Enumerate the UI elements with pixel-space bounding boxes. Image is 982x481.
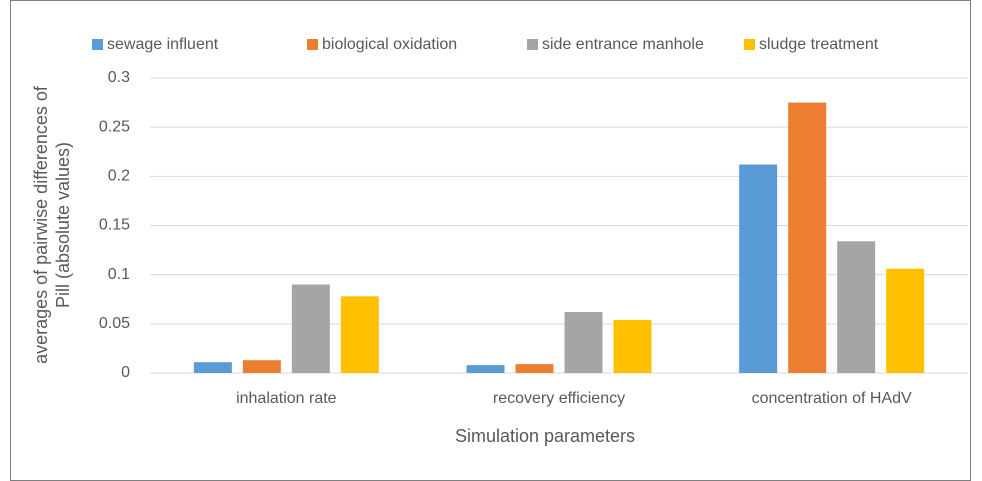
legend-swatch: [744, 39, 755, 50]
bar: [886, 268, 925, 373]
x-tick-label: concentration of HAdV: [752, 390, 912, 407]
y-tick-label: 0.1: [108, 266, 130, 283]
legend-label: sludge treatment: [759, 36, 879, 53]
y-tick-label: 0.2: [108, 168, 130, 185]
y-tick-label: 0.25: [99, 118, 130, 135]
chart-frame: [10, 0, 971, 481]
bar: [837, 241, 876, 373]
bar: [193, 362, 232, 373]
bar: [466, 365, 505, 373]
bar: [739, 164, 778, 373]
y-tick-label: 0.3: [108, 69, 130, 86]
bar: [613, 319, 652, 373]
bar: [515, 364, 554, 373]
y-axis-label: averages of pairwise differences of: [31, 85, 51, 364]
x-tick-label: recovery efficiency: [493, 390, 625, 407]
y-axis-label: Pill (absolute values): [53, 142, 73, 308]
x-axis-label: Simulation parameters: [455, 426, 635, 446]
bar: [564, 312, 603, 373]
bar: [242, 360, 281, 373]
legend-swatch: [92, 39, 103, 50]
legend-label: side entrance manhole: [542, 36, 704, 53]
bar: [340, 296, 379, 373]
x-tick-label: inhalation rate: [236, 390, 337, 407]
y-tick-label: 0.05: [99, 315, 130, 332]
legend-label: biological oxidation: [322, 36, 457, 53]
legend-label: sewage influent: [107, 36, 219, 53]
legend-swatch: [527, 39, 538, 50]
legend-swatch: [307, 39, 318, 50]
bar: [291, 284, 330, 373]
y-tick-label: 0: [121, 364, 130, 381]
bar: [788, 102, 827, 373]
y-tick-label: 0.15: [99, 217, 130, 234]
